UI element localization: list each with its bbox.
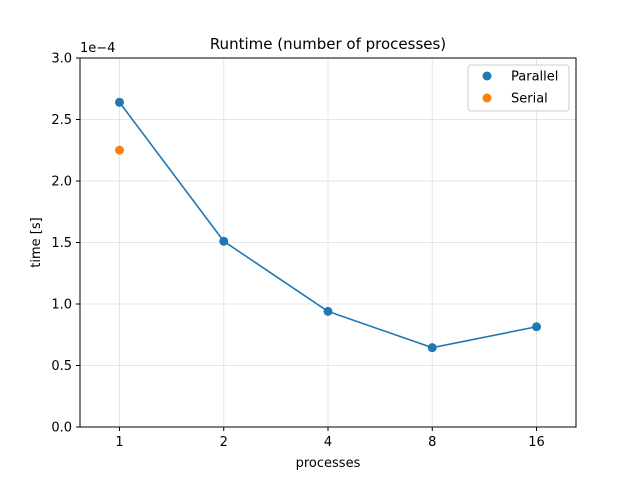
legend-label-parallel: Parallel <box>511 70 558 85</box>
y-tick-label: 0.0 <box>51 421 72 436</box>
parallel-point <box>114 97 124 107</box>
y-tick-label: 2.5 <box>51 113 72 128</box>
axis-ticks: 1 2 4 8 16 0.0 0.5 1.0 1.5 2.0 2.5 3.0 <box>51 52 544 451</box>
y-offset-text: 1e−4 <box>80 41 115 56</box>
y-tick-label: 0.5 <box>51 359 72 374</box>
y-tick-label: 1.0 <box>51 298 72 313</box>
x-tick-label: 16 <box>528 435 545 450</box>
legend-marker-parallel <box>482 71 492 81</box>
serial-point <box>114 145 124 155</box>
parallel-point <box>427 343 437 353</box>
legend: Parallel Serial <box>467 64 570 112</box>
parallel-point <box>323 306 333 316</box>
x-tick-label: 2 <box>220 435 228 450</box>
y-axis-label: time [s] <box>29 217 44 267</box>
x-tick-label: 8 <box>428 435 436 450</box>
legend-marker-serial <box>482 93 492 103</box>
parallel-point <box>532 322 542 332</box>
chart-title: Runtime (number of processes) <box>210 35 446 53</box>
data-points <box>114 97 542 353</box>
x-tick-label: 4 <box>324 435 332 450</box>
y-tick-label: 1.5 <box>51 236 72 251</box>
x-tick-label: 1 <box>115 435 123 450</box>
parallel-point <box>219 236 229 246</box>
x-axis-label: processes <box>296 456 361 471</box>
y-tick-label: 3.0 <box>51 52 72 67</box>
legend-label-serial: Serial <box>511 92 548 107</box>
y-tick-label: 2.0 <box>51 175 72 190</box>
legend-box <box>467 64 570 112</box>
